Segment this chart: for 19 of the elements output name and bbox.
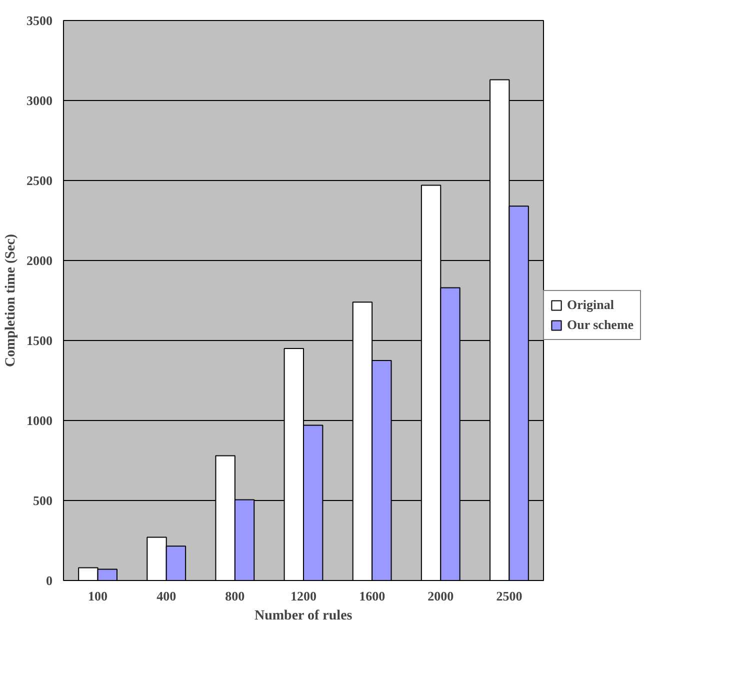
x-tick-label: 400 xyxy=(156,588,176,604)
legend-label: Our scheme xyxy=(567,317,634,333)
y-tick-label: 3000 xyxy=(26,93,52,108)
x-tick-label: 2500 xyxy=(496,588,522,604)
x-tick-label: 1600 xyxy=(359,588,386,604)
x-tick-label: 2000 xyxy=(428,588,454,604)
y-tick-label: 2000 xyxy=(26,253,52,268)
y-tick-label: 3500 xyxy=(26,13,52,28)
y-tick-label: 1000 xyxy=(26,413,52,428)
legend-label: Original xyxy=(567,297,614,313)
x-tick-label: 800 xyxy=(225,588,245,604)
y-tick-label: 2500 xyxy=(26,173,52,188)
x-tick-label: 1200 xyxy=(290,588,316,604)
x-axis-title: Number of rules xyxy=(254,608,353,624)
y-tick-label: 500 xyxy=(33,493,52,508)
y-axis-title: Completion time (Sec) xyxy=(4,234,18,367)
x-tick-label: 100 xyxy=(88,588,108,604)
y-tick-label: 0 xyxy=(46,573,52,588)
y-tick-label: 1500 xyxy=(26,333,52,348)
